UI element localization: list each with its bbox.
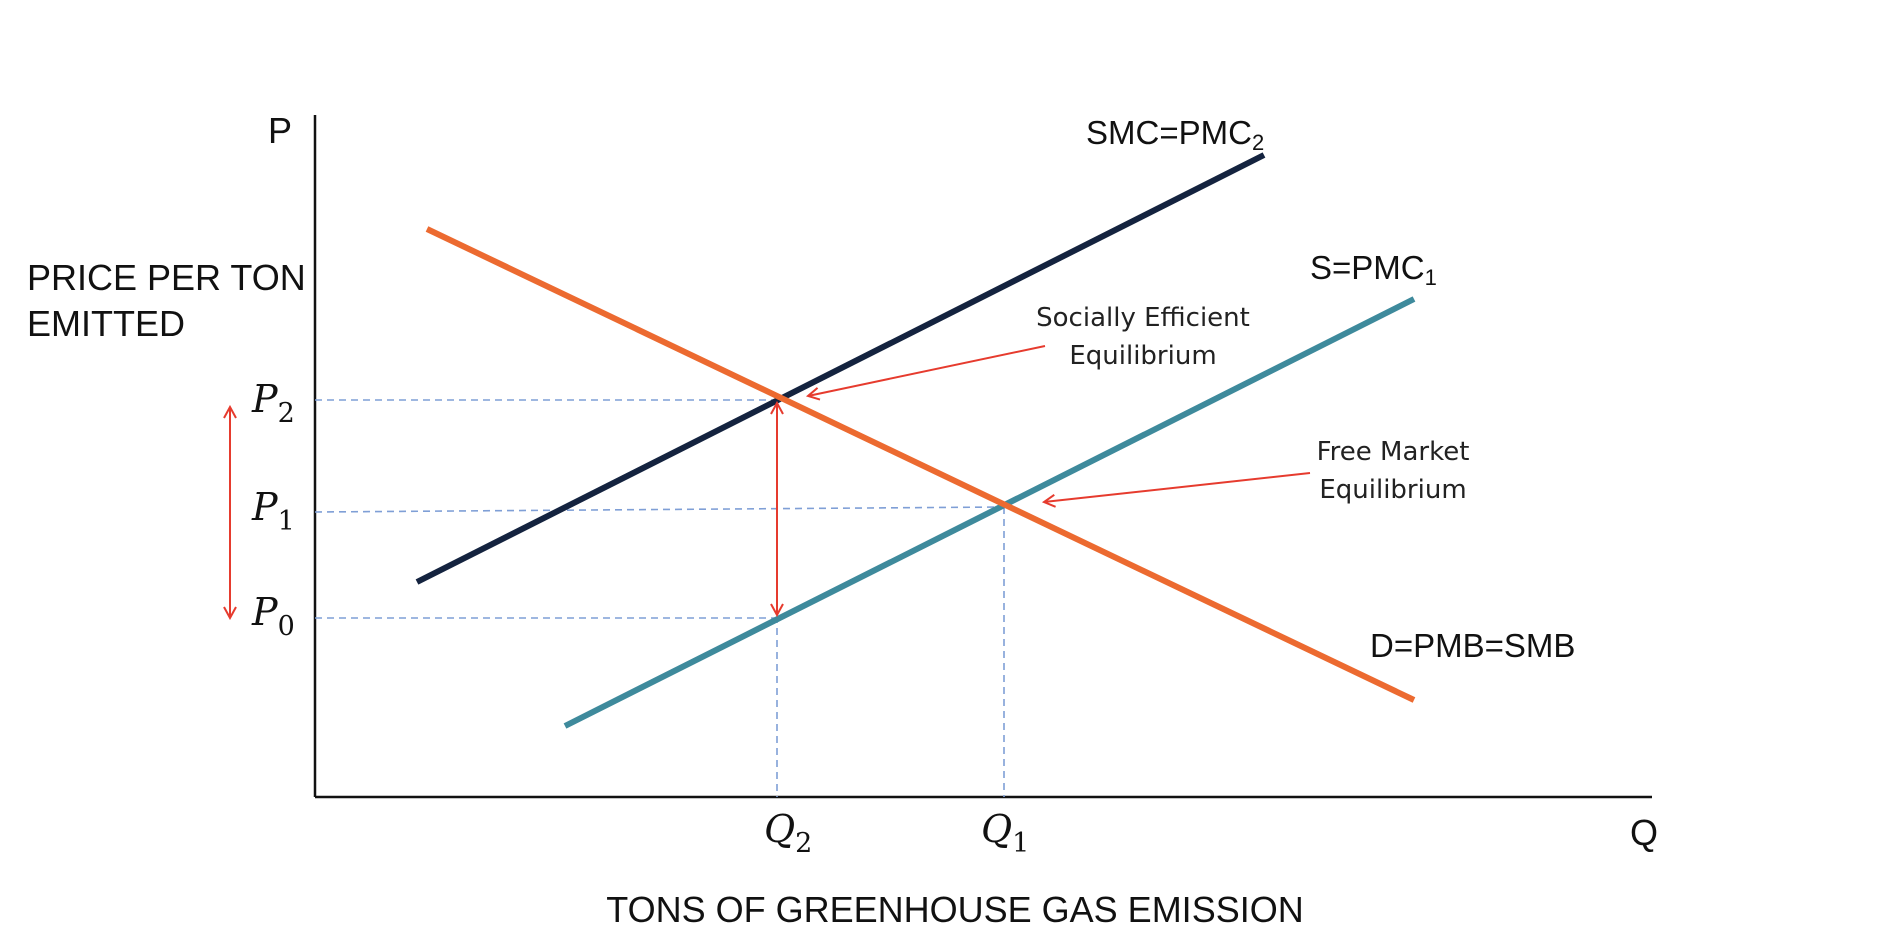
quantity-q1: Q1 [981,807,1029,859]
social-annotation-line2: Equilibrium [1069,341,1216,371]
x-axis-title: TONS OF GREENHOUSE GAS EMISSION [606,889,1303,930]
supply-label: S=PMC1 [1310,249,1437,290]
y-axis-title-line2: EMITTED [27,303,185,344]
market-annotation-line2: Equilibrium [1319,475,1466,505]
social-annotation-line1: Socially Efficient [1036,303,1250,333]
market-pointer-arrow [1044,472,1311,502]
smc-label: SMC=PMC2 [1086,114,1264,155]
quantity-q2: Q2 [764,807,812,859]
y-axis-title-line1: PRICE PER TON [27,257,306,298]
price-p2: P2 [251,377,295,429]
guide-p1 [314,506,1005,513]
social-pointer-arrow [808,345,1046,396]
demand-curve [425,226,1416,703]
supply-curve [563,296,1416,729]
x-axis-symbol: Q [1630,812,1658,853]
price-p1: P1 [251,485,295,537]
y-axis-symbol: P [268,110,292,151]
demand-label: D=PMB=SMB [1370,627,1575,664]
smc-curve [415,152,1266,585]
market-annotation-line1: Free Market [1317,437,1470,467]
supply-label-subscript: 1 [1425,265,1437,290]
price-p0: P0 [251,590,295,642]
smc-label-subscript: 2 [1252,130,1264,155]
